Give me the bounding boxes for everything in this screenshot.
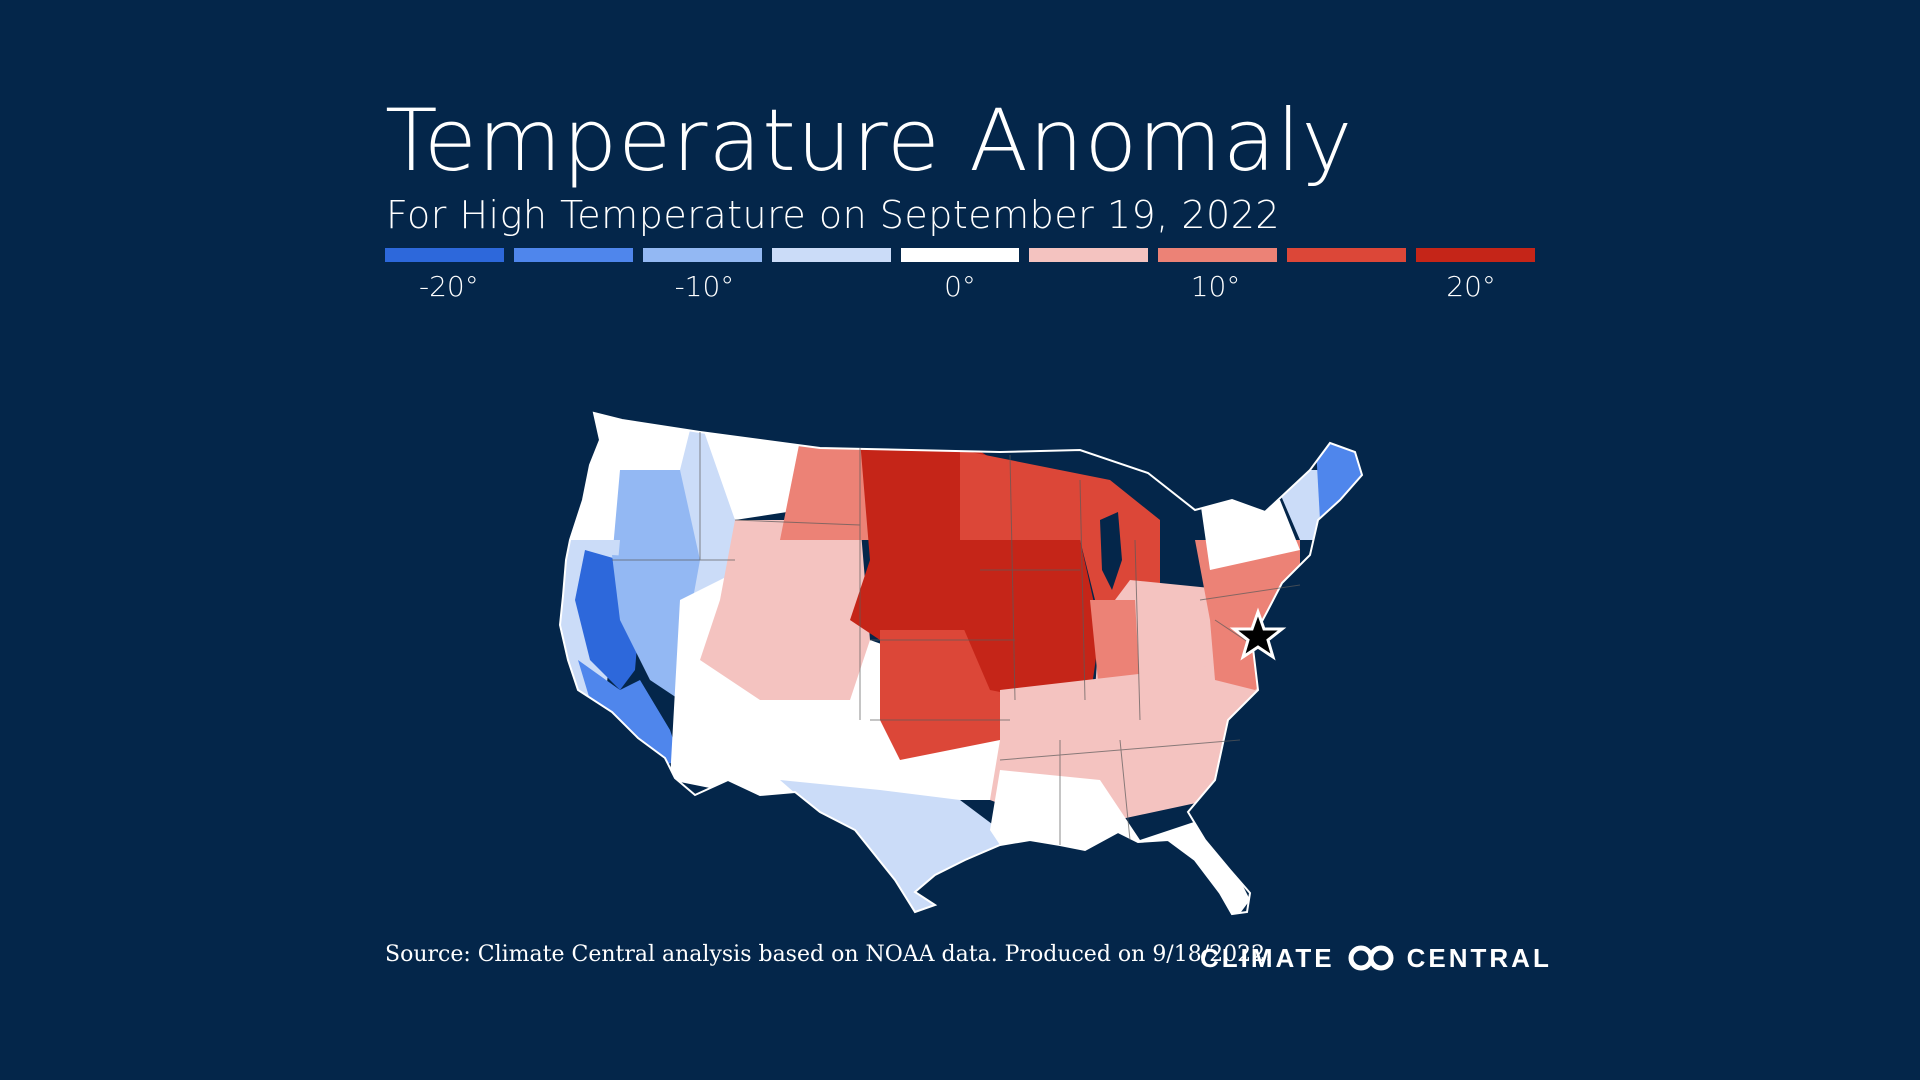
climate-central-logo: CLIMATE CENTRAL — [1200, 940, 1552, 976]
region-indiana — [1090, 600, 1140, 700]
lake-michigan — [1100, 512, 1122, 590]
legend-swatch — [900, 248, 1020, 262]
legend-label: -20° — [419, 270, 479, 303]
region-wyoming-colorado — [700, 520, 870, 700]
legend-swatch — [513, 248, 633, 262]
region-new-york — [1200, 500, 1300, 570]
logo-text-right: CENTRAL — [1406, 942, 1552, 973]
legend-swatch — [1158, 248, 1278, 262]
legend-label: 0° — [944, 270, 976, 303]
region-iowa-missouri — [960, 540, 1100, 700]
page-title: Temperature Anomaly — [385, 91, 1354, 191]
legend-swatch — [642, 248, 762, 262]
legend-swatch — [1029, 248, 1149, 262]
page-subtitle: For High Temperature on September 19, 20… — [386, 193, 1281, 237]
legend-swatch — [771, 248, 891, 262]
legend-label: 10° — [1190, 270, 1241, 303]
color-legend: -20° -10° 0° 10° 20° — [385, 248, 1535, 308]
region-texas — [780, 780, 1000, 914]
legend-swatch — [1287, 248, 1407, 262]
legend-swatch — [1416, 248, 1535, 262]
region-montana-east — [780, 440, 870, 540]
logo-text-left: CLIMATE — [1200, 942, 1335, 973]
star-marker — [1229, 607, 1287, 661]
state-borders — [612, 432, 1301, 845]
region-southern-california — [578, 660, 680, 770]
map-regions — [560, 413, 1362, 914]
legend-swatch — [385, 248, 504, 262]
infinity-icon — [1348, 945, 1394, 971]
legend-label: 20° — [1446, 270, 1496, 303]
us-outline — [558, 411, 1364, 916]
source-note: Source: Climate Central analysis based o… — [385, 942, 1273, 967]
legend-label: -10° — [674, 270, 735, 303]
region-oregon-interior — [612, 470, 700, 560]
